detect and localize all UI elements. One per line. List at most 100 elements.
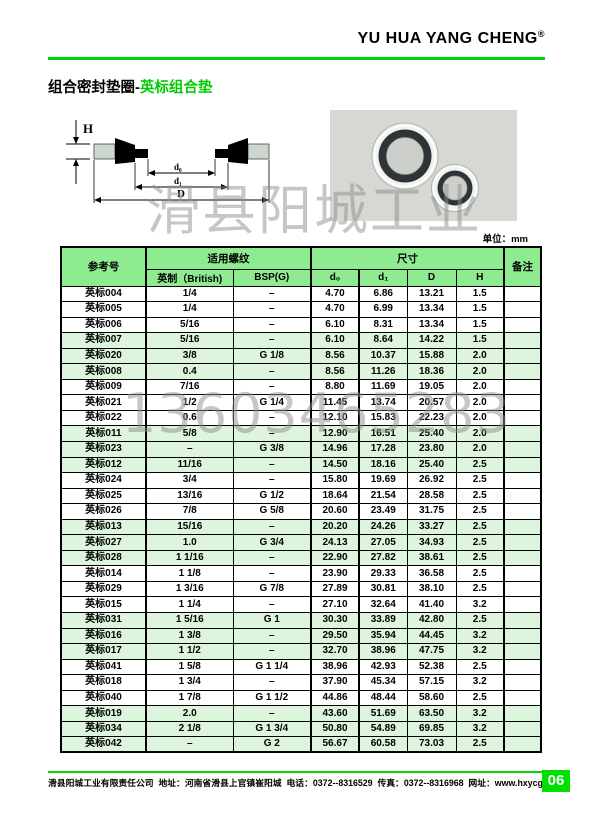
cell-H: 2.5: [455, 736, 505, 753]
cell-ref: 英标025: [60, 487, 147, 505]
cell-D: 57.15: [406, 674, 457, 691]
cell-H: 2.0: [455, 394, 505, 411]
cell-d0: 20.60: [310, 503, 360, 520]
cell-ref: 英标040: [60, 689, 147, 707]
cell-d1: 19.69: [358, 472, 408, 489]
cell-D: 63.50: [406, 705, 457, 722]
diagram-label-D: D: [177, 188, 185, 200]
cell-d0: 50.80: [310, 720, 360, 738]
table-row: 英标019 2.0–43.60 51.69 63.50 3.2: [60, 705, 542, 722]
table-row: 英标031 1 5/16 G 1 30.30 33.89 42.80 2.5: [60, 611, 542, 629]
cell-H: 2.5: [455, 580, 505, 598]
cell-H: 2.5: [455, 689, 505, 707]
cell-H: 2.5: [455, 472, 505, 489]
col-header-remark: 备注: [503, 246, 542, 287]
table-row: 英标021 1/2 G 1/4 11.45 13.74 20.57 2.0: [60, 394, 542, 411]
cell-british: 1 5/16: [145, 611, 234, 629]
cell-ref: 英标041: [60, 658, 147, 676]
cell-british: 7/8: [145, 503, 234, 520]
cell-british: 5/16: [145, 332, 234, 349]
footer-divider: [48, 771, 542, 773]
cell-ref: 英标006: [60, 316, 147, 334]
cell-D: 31.75: [406, 503, 457, 520]
cell-remark: [503, 363, 542, 380]
table-row: 英标023– G 3/8 14.96 17.28 23.80 2.0: [60, 440, 542, 458]
cell-d0: 15.80: [310, 472, 360, 489]
cell-remark: [503, 503, 542, 520]
cell-british: 1 1/4: [145, 596, 234, 613]
cell-d1: 10.37: [358, 347, 408, 365]
cell-bsp: –: [232, 456, 312, 474]
cell-ref: 英标028: [60, 549, 147, 567]
cell-d0: 6.10: [310, 316, 360, 334]
cell-d0: 24.13: [310, 534, 360, 551]
col-group-size: 尺寸: [310, 246, 505, 270]
cell-H: 2.5: [455, 487, 505, 505]
cell-D: 47.75: [406, 643, 457, 660]
cell-d1: 35.94: [358, 627, 408, 645]
cell-remark: [503, 487, 542, 505]
cell-d1: 11.26: [358, 363, 408, 380]
cell-ref: 英标026: [60, 503, 147, 520]
cell-british: –: [145, 736, 234, 753]
cell-d0: 37.90: [310, 674, 360, 691]
cell-D: 15.88: [406, 347, 457, 365]
cell-bsp: G 1: [232, 611, 312, 629]
cell-D: 33.27: [406, 518, 457, 536]
cell-remark: [503, 378, 542, 396]
cell-d0: 14.50: [310, 456, 360, 474]
cell-bsp: –: [232, 518, 312, 536]
diagram-label-d0: d₀: [174, 162, 182, 172]
cell-d0: 14.96: [310, 440, 360, 458]
table-row: 英标004 1/4–4.70 6.86 13.21 1.5: [60, 285, 542, 303]
cell-british: 5/8: [145, 425, 234, 442]
col-header-d0: d₀: [310, 268, 360, 287]
cell-british: 3/4: [145, 472, 234, 489]
table-row: 英标025 13/16 G 1/2 18.64 21.54 28.58 2.5: [60, 487, 542, 505]
cell-d1: 11.69: [358, 378, 408, 396]
table-row: 英标040 1 7/8 G 1 1/2 44.86 48.44 58.60 2.5: [60, 689, 542, 707]
table-row: 英标027 1.0 G 3/4 24.13 27.05 34.93 2.5: [60, 534, 542, 551]
table-row: 英标011 5/8–12.90 16.51 25.40 2.0: [60, 425, 542, 442]
cell-british: –: [145, 440, 234, 458]
cell-bsp: G 1 1/2: [232, 689, 312, 707]
cell-remark: [503, 658, 542, 676]
cell-british: 7/16: [145, 378, 234, 396]
cell-D: 14.22: [406, 332, 457, 349]
table-row: 英标018 1 3/4–37.90 45.34 57.15 3.2: [60, 674, 542, 691]
cell-d0: 23.90: [310, 565, 360, 582]
cell-D: 44.45: [406, 627, 457, 645]
cell-H: 2.0: [455, 409, 505, 427]
cell-d1: 38.96: [358, 643, 408, 660]
cell-d1: 29.33: [358, 565, 408, 582]
page-number-badge: 06: [542, 770, 570, 792]
cell-bsp: –: [232, 332, 312, 349]
bonded-seal-large: [371, 122, 439, 190]
cell-bsp: –: [232, 409, 312, 427]
cell-d0: 38.96: [310, 658, 360, 676]
cell-d1: 32.64: [358, 596, 408, 613]
col-header-british: 英制（British): [145, 268, 234, 287]
cell-d1: 51.69: [358, 705, 408, 722]
page-title-black: 组合密封垫圈-: [48, 80, 140, 96]
cell-british: 3/8: [145, 347, 234, 365]
cell-british: 5/16: [145, 316, 234, 334]
cell-H: 2.5: [455, 503, 505, 520]
col-group-thread: 适用螺纹: [145, 246, 312, 270]
cell-D: 58.60: [406, 689, 457, 707]
cell-D: 13.34: [406, 301, 457, 318]
cell-H: 2.5: [455, 534, 505, 551]
cell-bsp: –: [232, 301, 312, 318]
header-divider: [48, 57, 545, 60]
cell-d1: 60.58: [358, 736, 408, 753]
page-title: 组合密封垫圈-英标组合垫: [48, 76, 212, 97]
col-header-H: H: [455, 268, 505, 287]
cell-remark: [503, 627, 542, 645]
cell-remark: [503, 394, 542, 411]
cell-d0: 8.56: [310, 363, 360, 380]
cell-british: 1 5/8: [145, 658, 234, 676]
cell-ref: 英标015: [60, 596, 147, 613]
table-row: 英标014 1 1/8–23.90 29.33 36.58 2.5: [60, 565, 542, 582]
spec-table: 参考号 适用螺纹 尺寸 备注 英制（British) BSP(G) d₀ d₁ …: [60, 246, 542, 754]
cell-H: 2.5: [455, 565, 505, 582]
